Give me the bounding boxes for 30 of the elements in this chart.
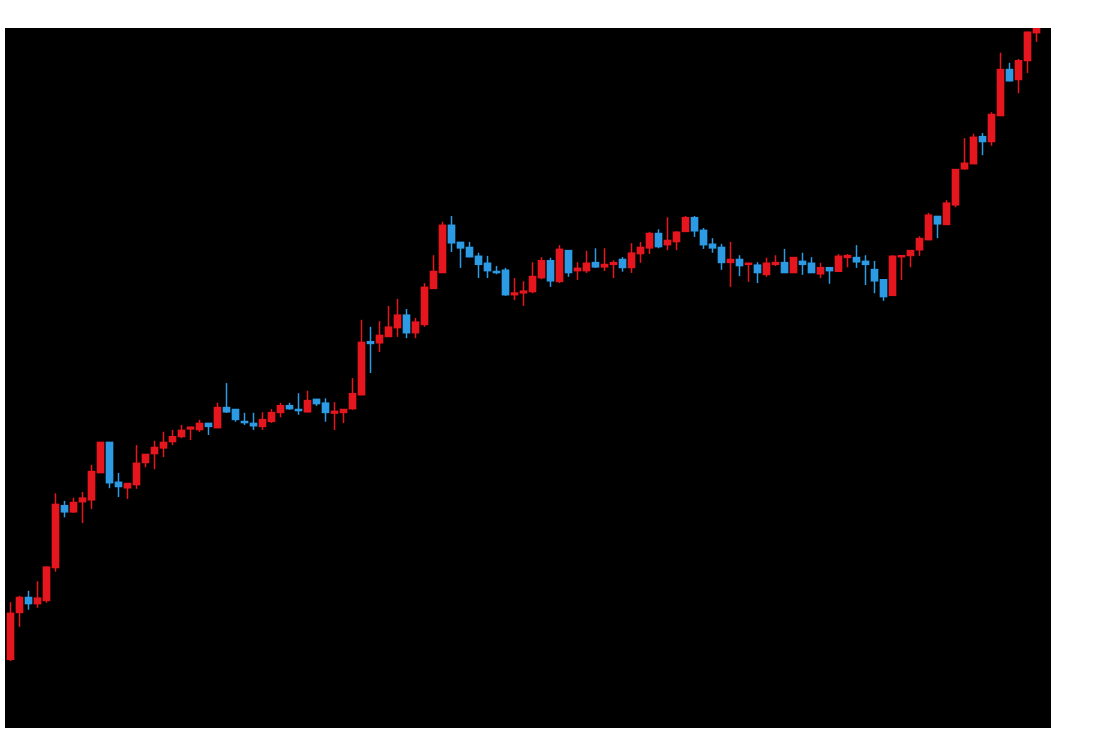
candlestick — [942, 199, 951, 226]
candlestick — [411, 317, 420, 339]
candlestick — [1005, 62, 1014, 82]
candlestick — [753, 261, 762, 284]
candlestick — [159, 431, 168, 458]
candlestick — [393, 298, 402, 338]
candlestick — [402, 308, 411, 339]
candlestick — [915, 235, 924, 257]
candlestick — [33, 580, 42, 609]
candlestick — [519, 280, 528, 307]
candlestick — [384, 305, 393, 338]
candlestick — [933, 215, 942, 239]
candlestick — [1014, 58, 1023, 94]
candlestick — [645, 231, 654, 255]
candlestick — [672, 230, 681, 251]
candlestick — [852, 244, 861, 269]
candlestick — [627, 242, 636, 274]
candlestick — [960, 137, 969, 171]
candlestick — [321, 397, 330, 423]
candlestick — [222, 382, 231, 414]
candlestick — [375, 320, 384, 353]
candlestick — [870, 260, 879, 294]
candlestick — [303, 389, 312, 413]
candlestick — [690, 215, 699, 238]
candlestick — [546, 257, 555, 288]
candlestick — [78, 491, 87, 524]
candlestick — [447, 215, 456, 253]
candlestick — [591, 247, 600, 269]
candlestick — [456, 241, 465, 269]
candlestick — [600, 247, 609, 272]
